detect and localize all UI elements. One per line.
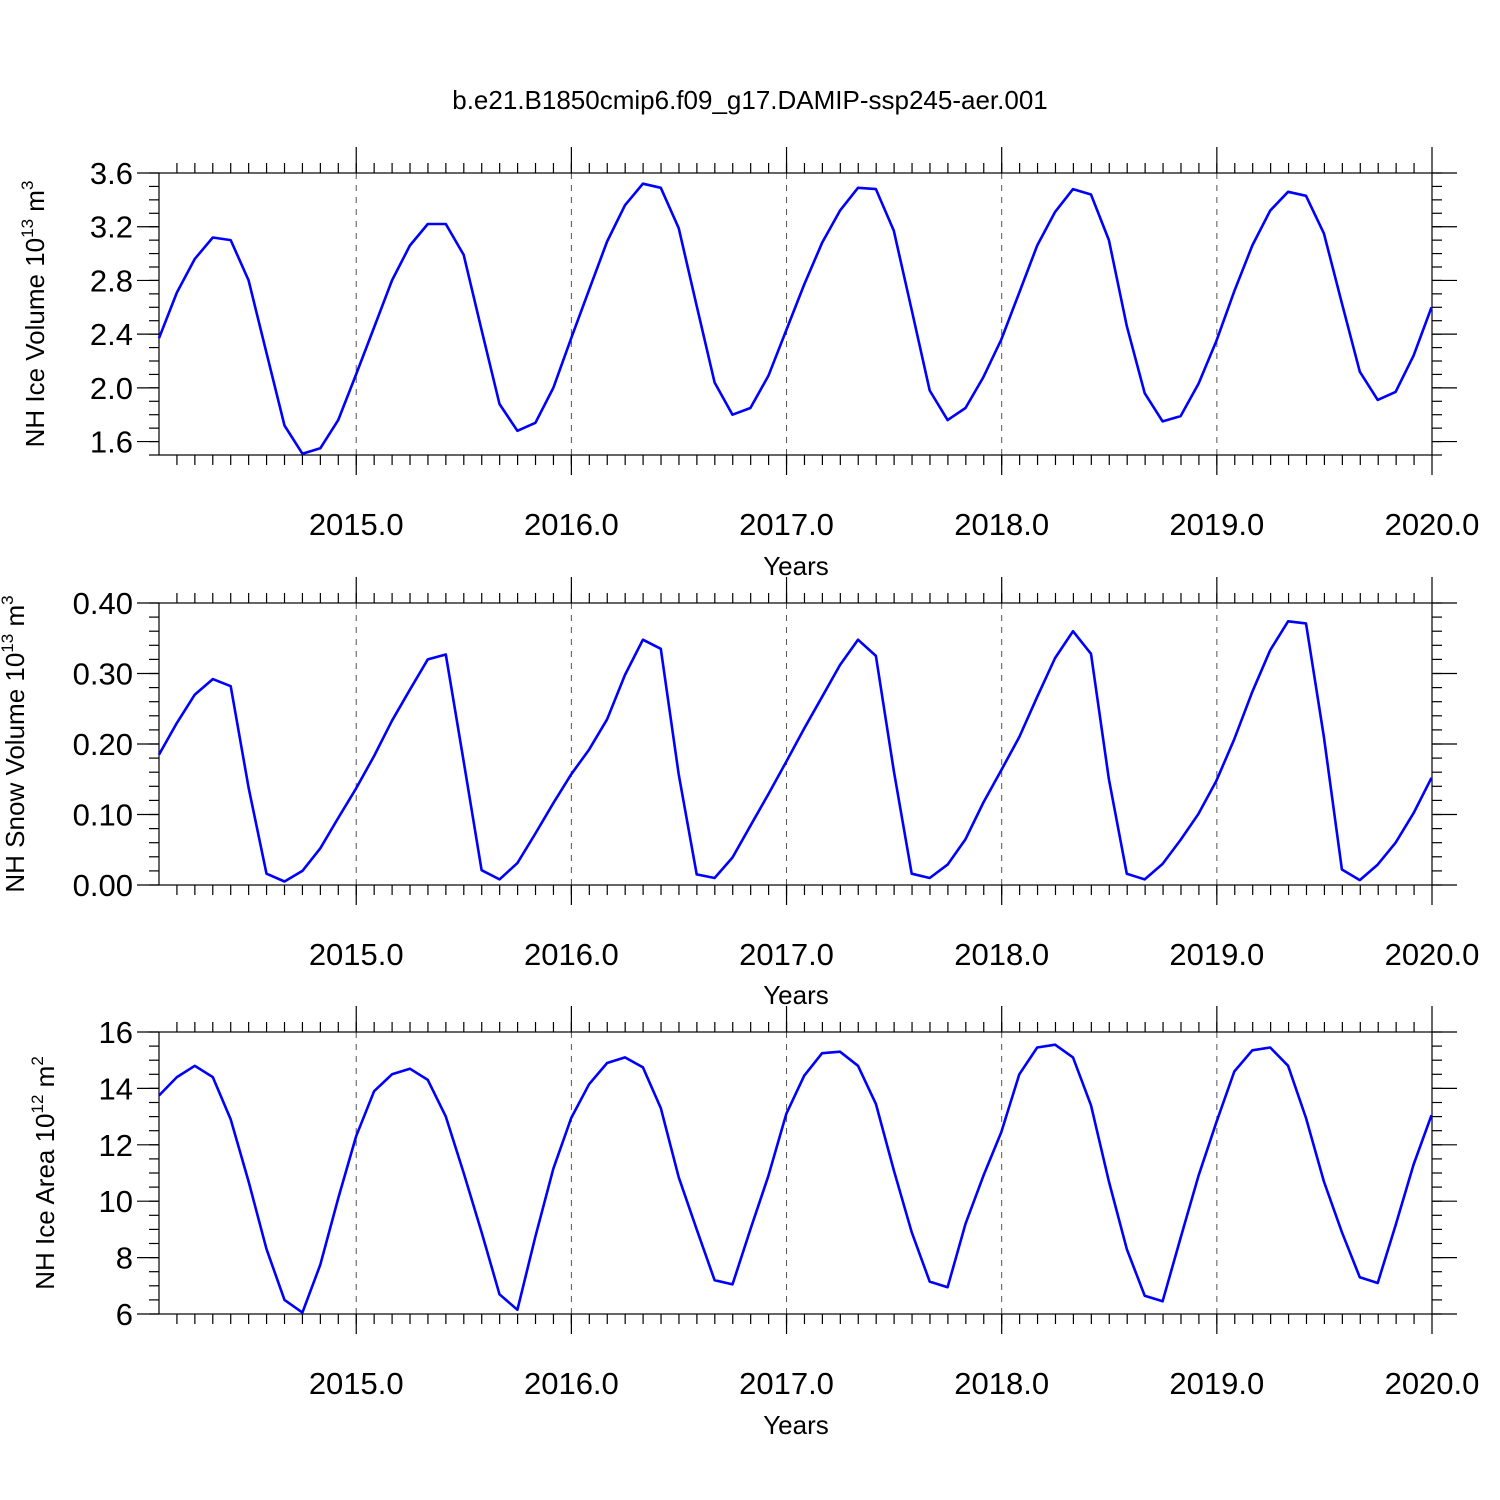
x-tick-label: 2017.0 [739,937,834,972]
y-tick-label: 2.8 [90,263,133,298]
x-tick-label: 2016.0 [524,937,619,972]
y-tick-label: 12 [99,1128,133,1163]
series-line [157,182,1433,456]
x-tick-label: 2018.0 [954,1366,1049,1401]
y-tick-label: 0.00 [73,868,133,903]
x-axis-label-snow-volume: Years [763,980,829,1010]
x-axis-label-ice-area: Years [763,1410,829,1440]
y-tick-label: 0.40 [73,586,133,621]
y-tick-label: 2.0 [90,371,133,406]
y-tick-label: 0.10 [73,798,133,833]
y-tick-label: 3.2 [90,210,133,245]
x-tick-label: 2020.0 [1385,507,1480,542]
y-tick-label: 6 [116,1297,133,1332]
y-tick-label: 10 [99,1184,133,1219]
panel-ice-volume: NH Ice Volume 1013 m3 Years 2015.0 2016.0… [18,147,1479,581]
plot-frame [158,172,1433,456]
y-tick-label: 1.6 [90,425,133,460]
y-tick-label: 2.4 [90,317,133,352]
x-tick-label: 2020.0 [1385,1366,1480,1401]
panel-ice-area: NH Ice Area 1012 m2 Years 2015.0 2016.0 20… [28,1006,1479,1440]
series-line [158,1043,1433,1314]
y-axis-label-ice-area: NH Ice Area 1012 m2 [28,1056,60,1290]
x-tick-label: 2018.0 [954,507,1049,542]
y-tick-label: 3.6 [90,156,133,191]
x-tick-label: 2020.0 [1385,937,1480,972]
y-tick-label: 0.20 [73,727,133,762]
x-tick-label: 2019.0 [1169,937,1264,972]
x-tick-label: 2015.0 [309,937,404,972]
series-line [157,619,1433,883]
x-tick-label: 2019.0 [1169,507,1264,542]
x-tick-label: 2017.0 [739,507,834,542]
chart-title: b.e21.B1850cmip6.f09_g17.DAMIP-ssp245-ae… [452,85,1048,115]
x-axis-label-ice-volume: Years [763,551,829,581]
y-tick-label: 8 [116,1241,133,1276]
x-tick-label: 2017.0 [739,1366,834,1401]
y-axis-label-snow-volume: NH Snow Volume 1013 m3 [0,595,30,892]
x-tick-label: 2016.0 [524,1366,619,1401]
y-tick-label: 14 [99,1071,133,1106]
x-tick-label: 2019.0 [1169,1366,1264,1401]
plot-frame [158,1031,1433,1315]
x-tick-label: 2018.0 [954,937,1049,972]
x-tick-label: 2015.0 [309,507,404,542]
y-tick-label: 0.30 [73,657,133,692]
x-tick-label: 2015.0 [309,1366,404,1401]
y-axis-label-ice-volume: NH Ice Volume 1013 m3 [18,181,50,448]
y-tick-label: 16 [99,1015,133,1050]
x-tick-label: 2016.0 [524,507,619,542]
panel-snow-volume: NH Snow Volume 1013 m3 Years 2015.0 2016.… [0,577,1479,1010]
